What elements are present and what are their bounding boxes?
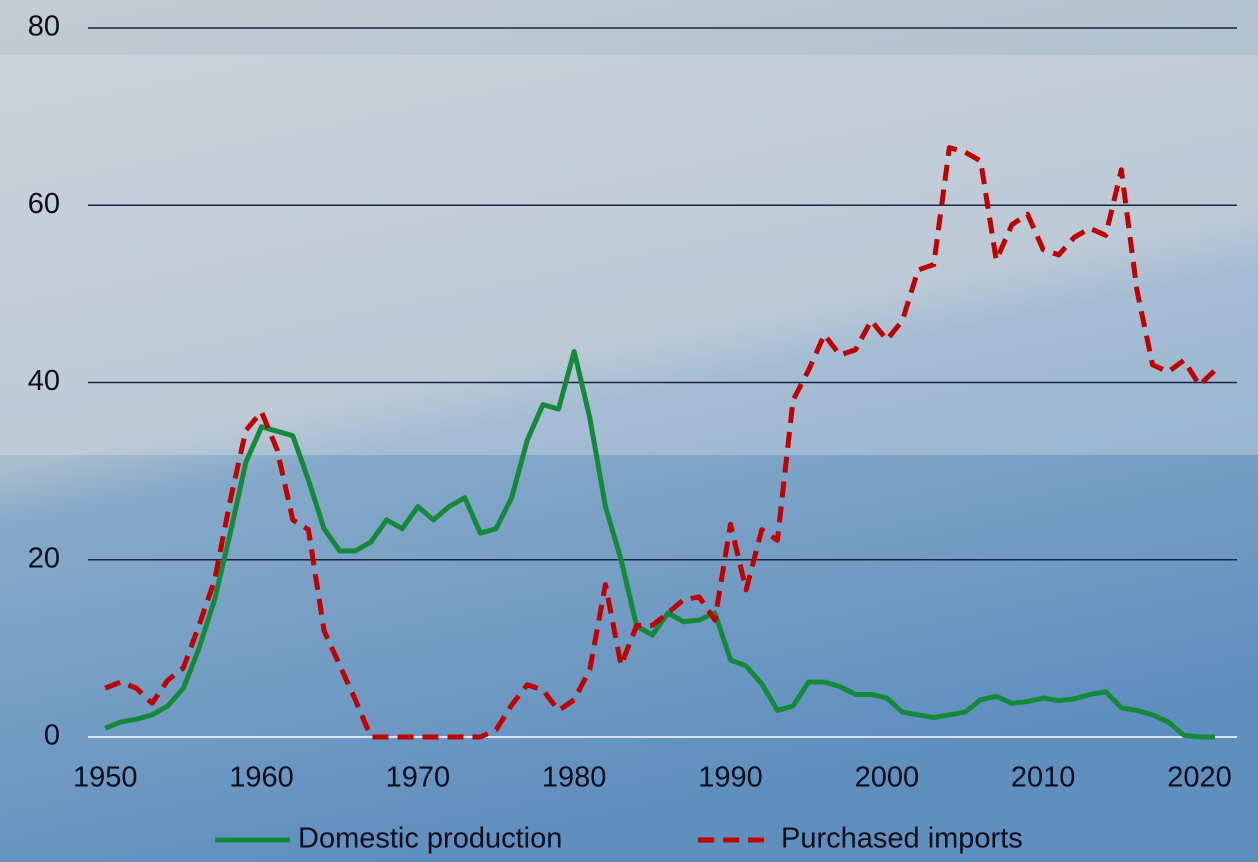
x-tick-label: 1960 <box>229 762 294 794</box>
x-tick-label: 1970 <box>386 762 451 794</box>
x-tick-label: 2020 <box>1167 762 1232 794</box>
y-tick-label: 20 <box>28 542 60 574</box>
y-tick-label: 40 <box>28 365 60 397</box>
x-tick-label: 2010 <box>1011 762 1076 794</box>
x-tick-label: 1990 <box>698 762 763 794</box>
line <box>104 145 1217 740</box>
x-tick-label: 1980 <box>542 762 607 794</box>
line <box>104 348 1216 740</box>
x-tick-label: 2000 <box>855 762 920 794</box>
y-tick-label: 80 <box>28 11 60 43</box>
y-tick-label: 0 <box>44 720 60 752</box>
x-tick-label: 1950 <box>73 762 138 794</box>
legend-label: Purchased imports <box>781 823 1023 855</box>
container-photo <box>0 55 1258 455</box>
y-tick-label: 60 <box>28 188 60 220</box>
legend-label: Domestic production <box>298 823 562 855</box>
